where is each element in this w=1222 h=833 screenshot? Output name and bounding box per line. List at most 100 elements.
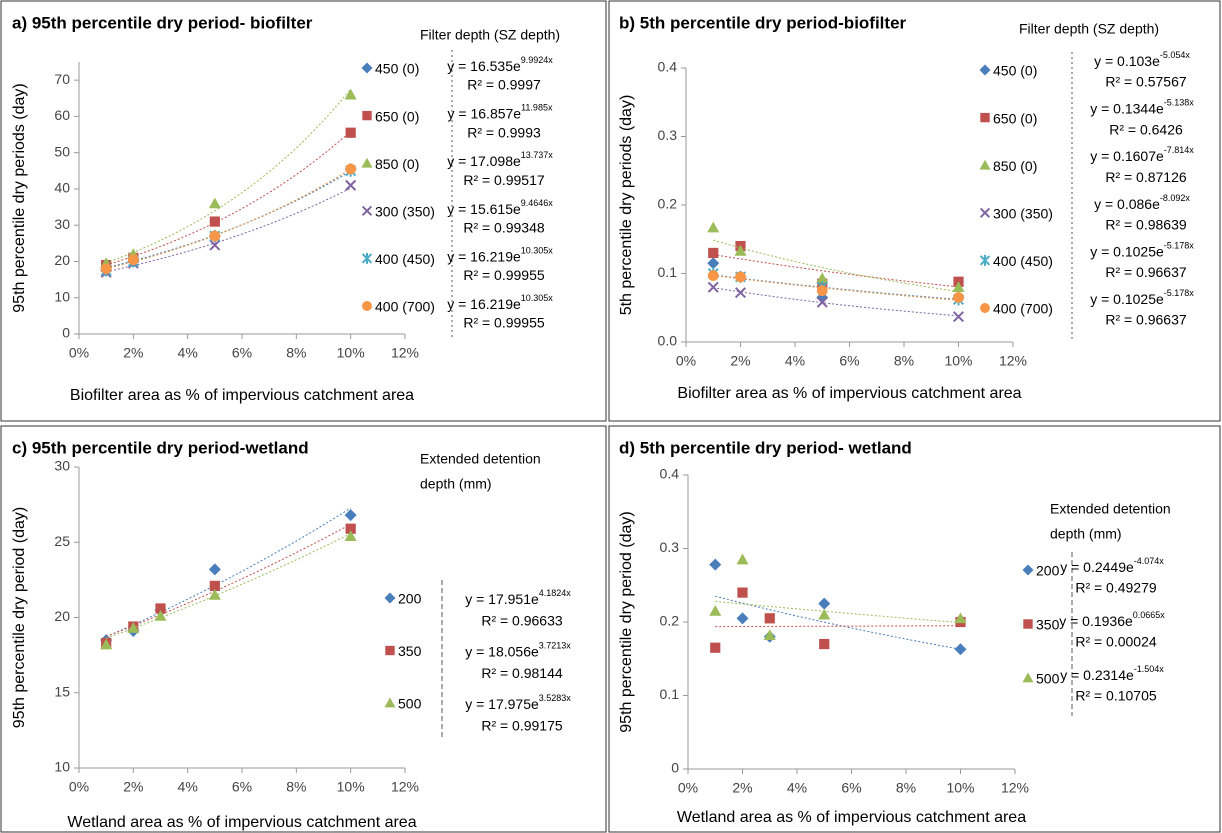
- r-squared: R² = 0.9993: [467, 124, 541, 140]
- marker-square: [1023, 619, 1033, 629]
- equation-base: y = 0.2314e: [1060, 667, 1134, 683]
- equation: y = 17.951e4.1824x: [465, 588, 571, 606]
- x-tick-label: 4%: [785, 353, 805, 369]
- marker-circle: [362, 301, 372, 311]
- chart-panel: c) 95th percentile dry period-wetland 10 1…: [11, 438, 571, 831]
- legend-label: 650 (0): [375, 108, 419, 124]
- equation-exponent: 9.4646x: [521, 198, 554, 208]
- marker-circle: [735, 271, 746, 283]
- legend-label: 450 (0): [375, 61, 419, 77]
- marker-diamond: [979, 64, 991, 76]
- legend-label: 400 (450): [375, 251, 435, 267]
- equation: y = 0.1607e-7.814x: [1090, 146, 1194, 164]
- marker-diamond: [736, 612, 749, 625]
- x-tick-label: 0%: [676, 353, 696, 369]
- marker-square: [819, 638, 830, 650]
- marker-x: [816, 296, 828, 308]
- marker-square: [209, 216, 220, 227]
- legend-label: 650 (0): [993, 110, 1037, 126]
- trendline: [715, 595, 961, 650]
- trendline: [106, 168, 351, 270]
- x-axis-label: Biofilter area as % of impervious catchm…: [70, 387, 414, 404]
- marker-triangle: [736, 553, 749, 565]
- equation: y = 16.857e11.985x: [448, 103, 553, 121]
- equation: y = 16.219e10.305x: [447, 246, 553, 264]
- trendline: [713, 274, 959, 301]
- chart-panel: b) 5th percentile dry period-biofilter 0.…: [618, 13, 1194, 402]
- r-squared: R² = 0.87126: [1105, 169, 1187, 185]
- equation-exponent: -5.178x: [1164, 241, 1195, 251]
- chart-title: a) 95th percentile dry period- biofilter: [12, 13, 313, 32]
- x-tick-label: 6%: [232, 779, 252, 795]
- marker-square: [155, 603, 166, 614]
- r-squared: R² = 0.57567: [1105, 74, 1187, 90]
- trendline: [713, 287, 959, 317]
- marker-diamond: [954, 643, 967, 656]
- legend-title: depth (mm): [420, 476, 492, 492]
- x-tick-label: 10%: [337, 345, 365, 361]
- x-tick-label: 10%: [337, 779, 365, 795]
- marker-diamond: [344, 509, 357, 522]
- trendline: [715, 625, 961, 628]
- marker-x: [952, 311, 965, 323]
- x-tick-label: 8%: [286, 345, 306, 361]
- equation: y = 16.219e10.305x: [447, 293, 553, 311]
- marker-square: [345, 127, 356, 138]
- equation-base: y = 0.1025e: [1090, 243, 1164, 259]
- legend-label: 850 (0): [375, 156, 419, 172]
- equation-base: y = 15.615e: [447, 201, 521, 217]
- x-tick-label: 12%: [391, 779, 419, 795]
- marker-triangle: [344, 88, 357, 100]
- r-squared: R² = 0.99955: [463, 267, 545, 283]
- x-tick-label: 0%: [678, 780, 698, 796]
- chart-panel: a) 95th percentile dry period- biofilter…: [11, 13, 560, 404]
- marker-circle: [127, 254, 139, 266]
- y-tick-label: 0.2: [660, 613, 680, 629]
- marker-circle: [345, 163, 357, 175]
- marker-circle: [980, 303, 990, 313]
- equation-base: y = 18.056e: [465, 643, 539, 659]
- trendline: [105, 523, 351, 637]
- trendline: [106, 168, 351, 270]
- equation-base: y = 0.1025e: [1090, 291, 1164, 307]
- chart-title: b) 5th percentile dry period-biofilter: [619, 13, 907, 32]
- r-squared: R² = 0.98144: [481, 665, 563, 681]
- equation-base: y = 16.535e: [447, 58, 521, 74]
- legend-label: 200: [398, 591, 422, 607]
- marker-circle: [953, 292, 964, 303]
- y-tick-label: 0.1: [660, 686, 680, 702]
- equation: y = 0.1936e0.0665x: [1059, 610, 1165, 628]
- equation-exponent: 4.1824x: [539, 588, 572, 598]
- marker-triangle: [208, 588, 221, 600]
- y-axis-label: 95th percentile dry period (day): [618, 511, 635, 732]
- marker-square: [209, 580, 220, 591]
- x-tick-label: 6%: [839, 353, 859, 369]
- x-axis-label: Wetland area as % of impervious catchmen…: [67, 814, 416, 831]
- marker-triangle: [208, 197, 221, 209]
- y-tick-label: 20: [54, 252, 70, 268]
- equation-base: y = 16.219e: [447, 248, 521, 264]
- marker-triangle: [100, 638, 113, 650]
- x-tick-label: 2%: [732, 780, 752, 796]
- equation-base: y = 16.857e: [448, 105, 522, 121]
- marker-triangle: [709, 604, 722, 616]
- marker-triangle: [361, 157, 373, 168]
- marker-triangle: [954, 612, 967, 624]
- legend-label: 400 (450): [993, 253, 1053, 269]
- marker-triangle: [344, 530, 357, 542]
- trendline: [106, 130, 352, 266]
- equation: y = 0.2449e-4.074x: [1060, 556, 1164, 574]
- marker-diamond: [709, 558, 722, 571]
- marker-triangle: [154, 609, 167, 621]
- marker-x: [707, 281, 719, 293]
- marker-triangle: [952, 281, 965, 292]
- equation: y = 0.1025e-5.178x: [1090, 288, 1194, 306]
- legend-title: Filter depth (SZ depth): [1019, 21, 1159, 37]
- trendline: [105, 533, 351, 639]
- y-tick-label: 0: [671, 760, 679, 776]
- x-tick-label: 8%: [896, 780, 916, 796]
- r-squared: R² = 0.98639: [1105, 217, 1187, 233]
- y-axis-label: 95th percentile dry periods (day): [11, 83, 28, 312]
- y-tick-label: 10: [54, 288, 70, 304]
